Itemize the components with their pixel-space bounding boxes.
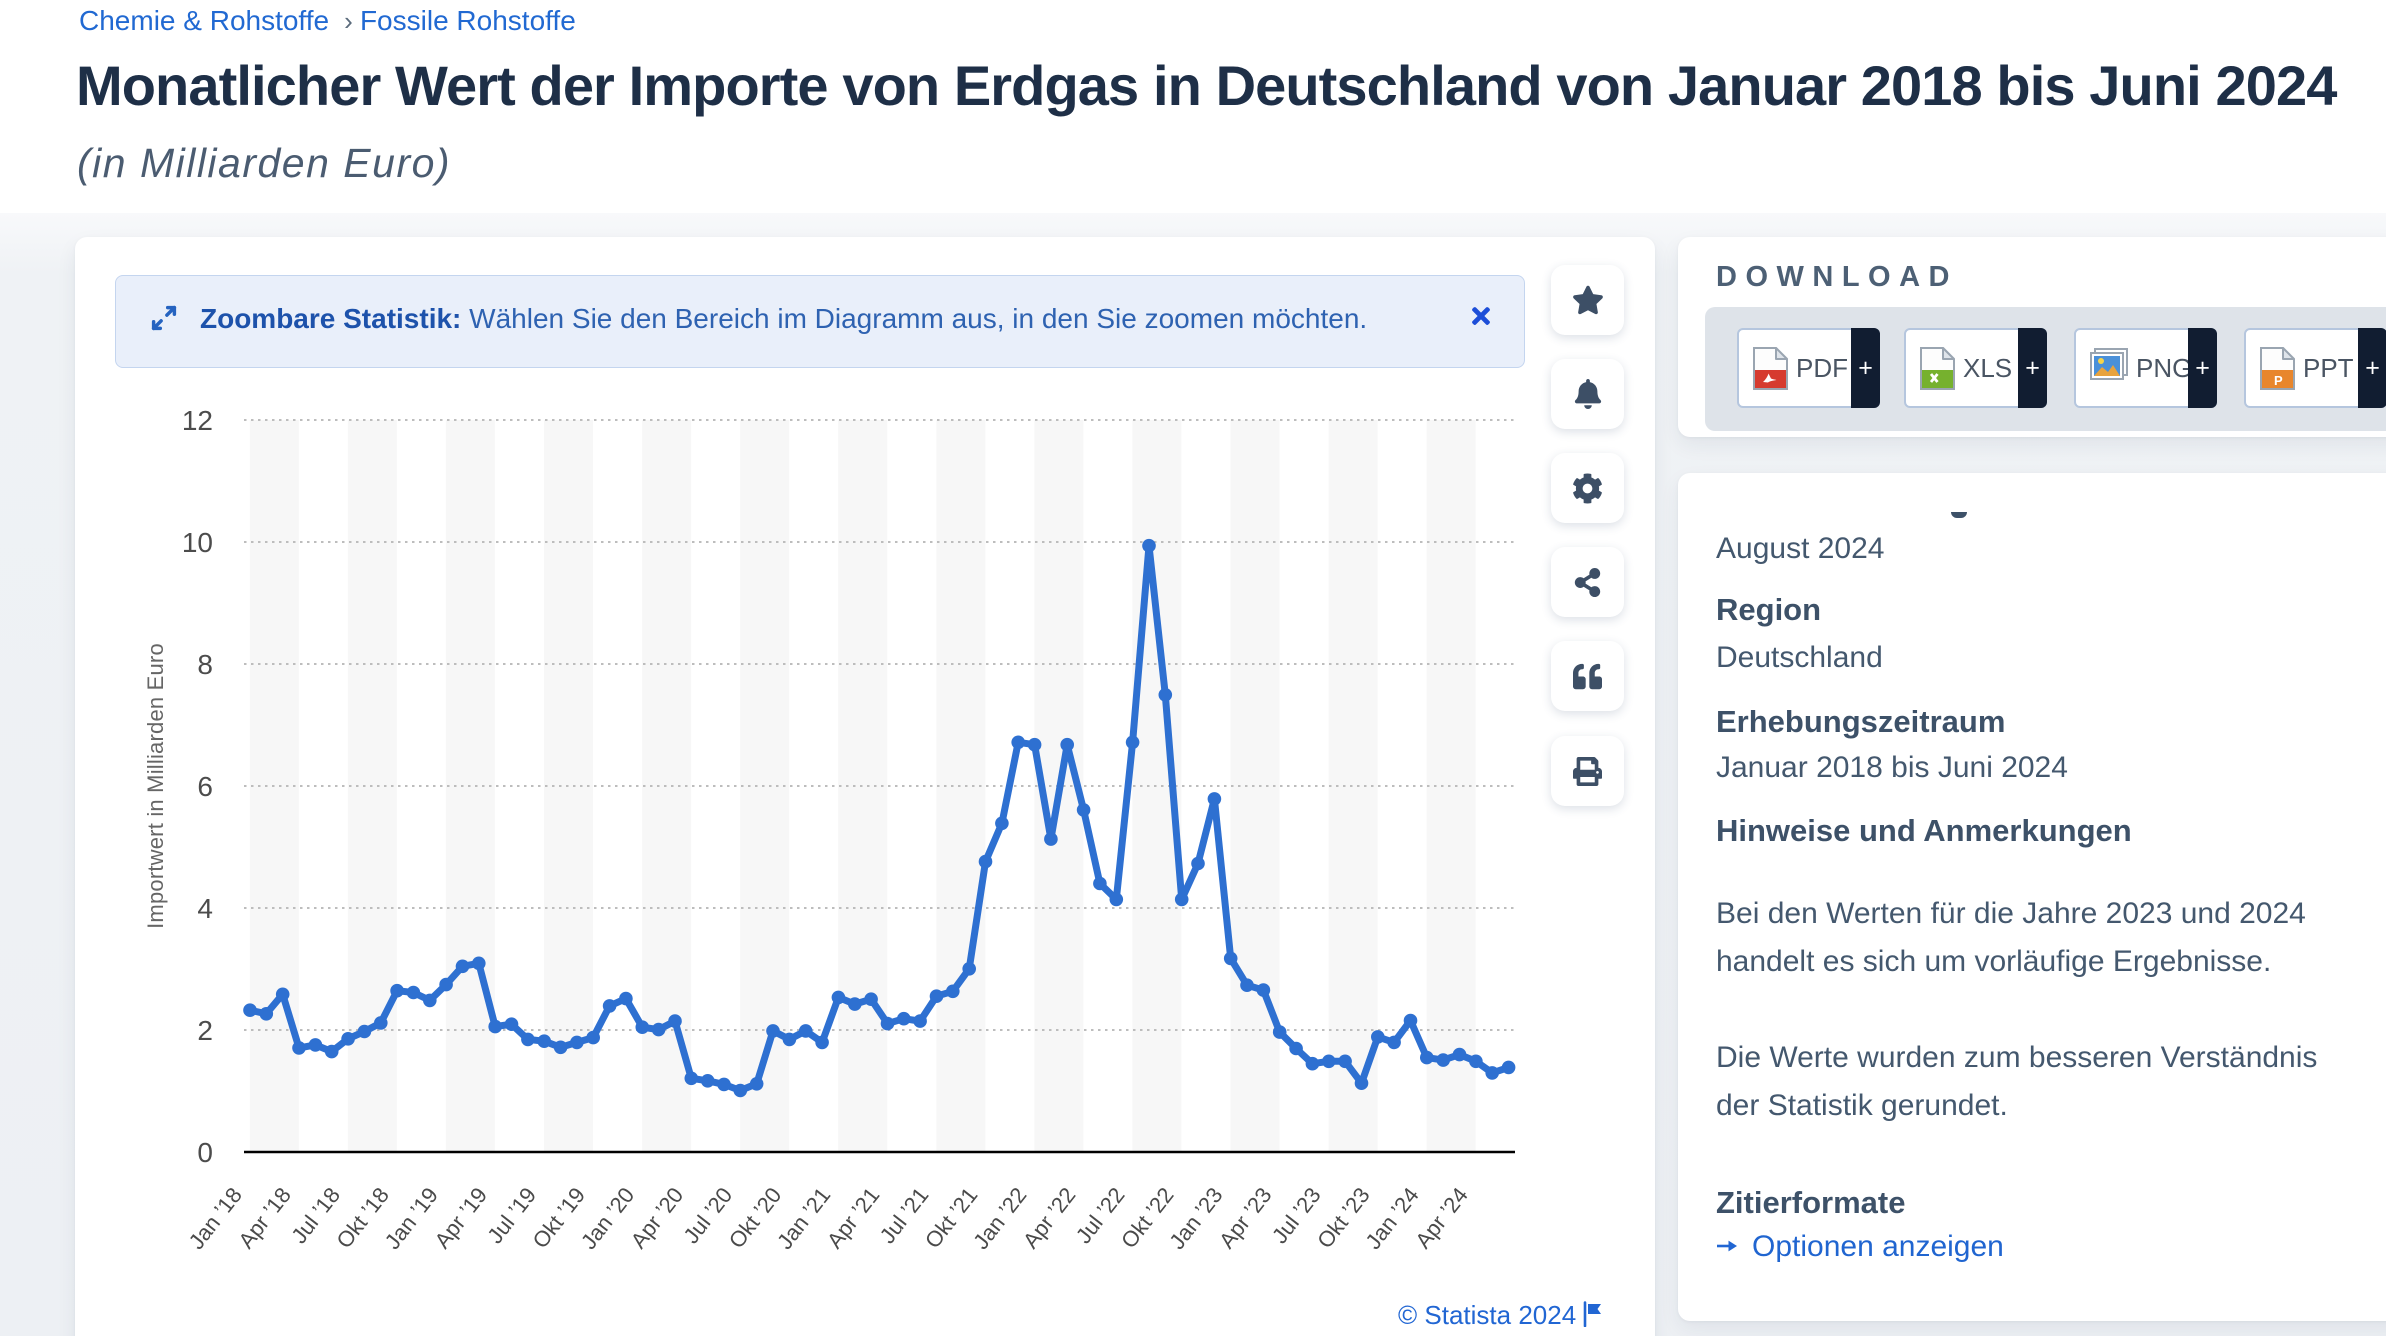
svg-text:Apr ’23: Apr ’23	[1214, 1183, 1277, 1253]
svg-text:2: 2	[197, 1015, 213, 1046]
svg-text:0: 0	[197, 1137, 213, 1168]
svg-text:Jan ’21: Jan ’21	[772, 1183, 835, 1254]
svg-text:6: 6	[197, 771, 213, 802]
svg-text:Apr ’24: Apr ’24	[1410, 1183, 1473, 1253]
svg-text:12: 12	[182, 405, 213, 436]
svg-text:P: P	[2274, 373, 2283, 388]
svg-text:Importwert in Milliarden Euro: Importwert in Milliarden Euro	[143, 643, 168, 929]
svg-text:Jan ’19: Jan ’19	[380, 1183, 443, 1254]
svg-text:10: 10	[182, 527, 213, 558]
svg-text:Jan ’24: Jan ’24	[1360, 1183, 1423, 1254]
svg-text:Apr ’19: Apr ’19	[430, 1183, 493, 1253]
svg-text:Jan ’20: Jan ’20	[576, 1183, 639, 1254]
svg-text:Apr ’20: Apr ’20	[626, 1183, 689, 1253]
svg-text:Jan ’23: Jan ’23	[1164, 1183, 1227, 1254]
svg-text:Apr ’22: Apr ’22	[1018, 1183, 1081, 1253]
svg-text:4: 4	[197, 893, 213, 924]
svg-text:Jan ’18: Jan ’18	[184, 1183, 247, 1254]
svg-text:Apr ’21: Apr ’21	[822, 1183, 885, 1253]
svg-text:Apr ’18: Apr ’18	[233, 1183, 296, 1253]
svg-text:Jan ’22: Jan ’22	[968, 1183, 1031, 1254]
svg-text:8: 8	[197, 649, 213, 680]
